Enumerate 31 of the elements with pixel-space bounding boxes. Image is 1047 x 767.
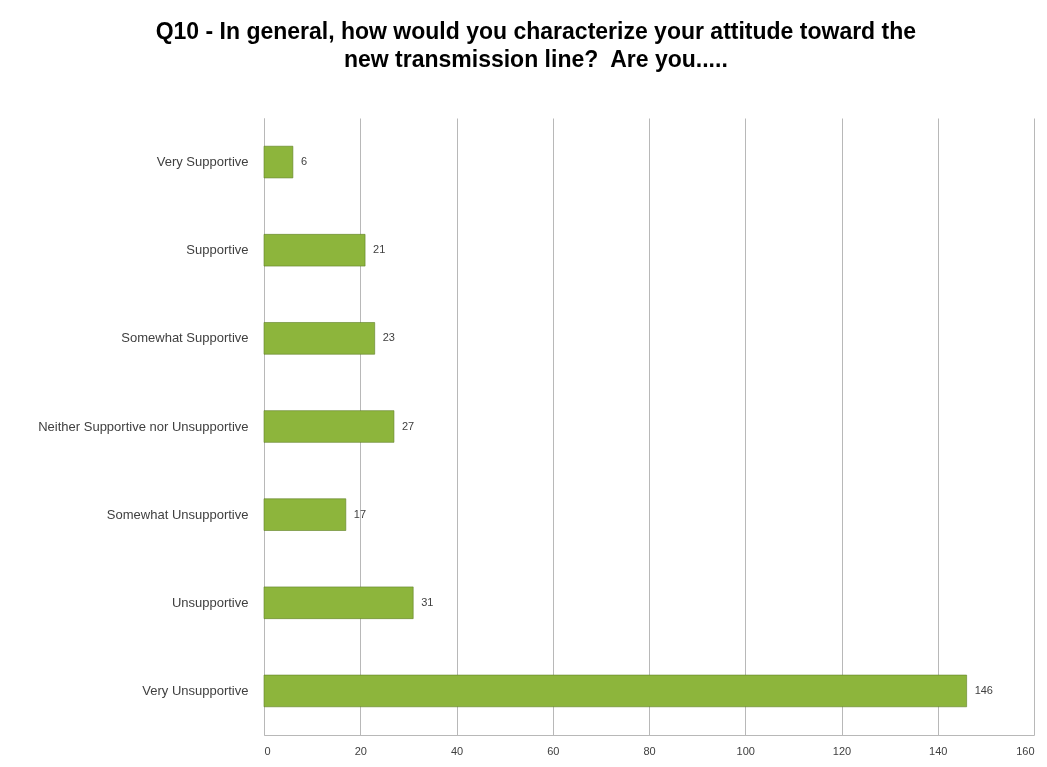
- x-tick-label: 120: [832, 744, 852, 757]
- y-tick-label: Somewhat Supportive: [121, 330, 249, 346]
- data-label: 31: [421, 595, 434, 608]
- chart-title: Q10 - In general, how would you characterize your attitude toward the new transmission line? Are you.....: [155, 18, 917, 72]
- bar: [263, 674, 967, 708]
- y-tick-label: Somewhat Unsupportive: [106, 506, 249, 522]
- bar: [263, 586, 414, 619]
- x-tick-label: 80: [643, 744, 656, 757]
- data-label: 21: [373, 243, 386, 256]
- x-tick-label: 0: [264, 744, 271, 757]
- data-label: 27: [401, 419, 415, 432]
- bar: [263, 410, 395, 443]
- y-tick-label: Neither Supportive nor Unsupportive: [38, 418, 249, 434]
- data-label: 146: [974, 683, 993, 696]
- x-tick-label: 140: [929, 744, 948, 757]
- x-tick-label: 60: [547, 744, 560, 757]
- y-tick-label: Supportive: [186, 242, 249, 258]
- x-tick-label: 20: [354, 744, 367, 757]
- bar: [263, 234, 366, 267]
- x-tick-label: 100: [736, 744, 755, 757]
- bar: [263, 322, 375, 355]
- data-label: 6: [300, 155, 307, 168]
- y-tick-label: Very Supportive: [156, 154, 249, 170]
- y-tick-label: Unsupportive: [171, 594, 249, 610]
- bar: [263, 145, 294, 179]
- x-tick-label: 40: [450, 744, 464, 757]
- bar: [263, 498, 347, 531]
- x-tick-label: 160: [1016, 744, 1035, 757]
- y-tick-label: Very Unsupportive: [142, 682, 249, 698]
- data-label: 23: [382, 331, 395, 344]
- data-label: 17: [353, 507, 367, 520]
